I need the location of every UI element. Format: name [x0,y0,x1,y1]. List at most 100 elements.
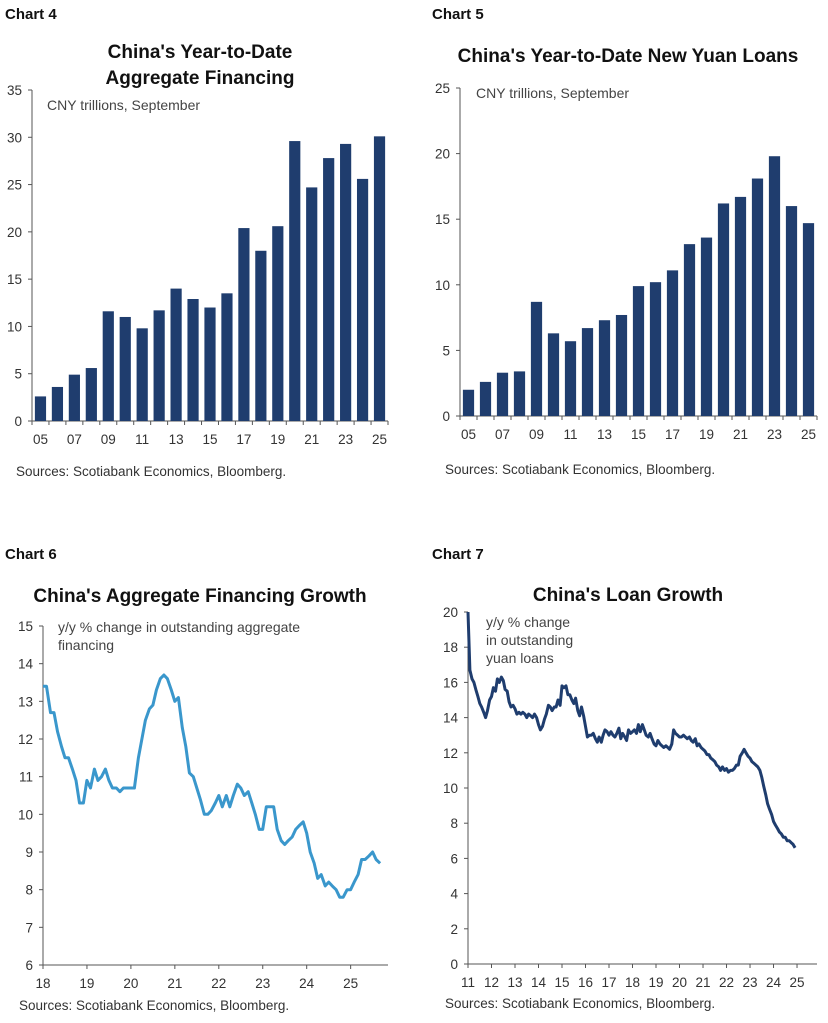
chart-4-x-tick-label: 19 [270,432,285,447]
chart-7-y-tick-label: 0 [450,957,458,972]
chart-4-source: Sources: Scotiabank Economics, Bloomberg… [16,464,286,479]
chart-6-unit-note: y/y % change in outstanding aggregate [58,619,300,635]
chart-4-bar [323,158,335,421]
chart-4-bar [153,310,165,421]
chart-5-x-tick-label: 13 [597,427,612,442]
chart-5-x-tick-label: 19 [699,427,714,442]
chart-6-source: Sources: Scotiabank Economics, Bloomberg… [19,998,289,1013]
chart-4-y-tick-label: 35 [7,83,22,98]
chart-6-x-tick-label: 23 [255,976,270,991]
chart-4-bar [255,250,267,421]
chart-4-bar [373,136,386,421]
chart-4-y-tick-label: 30 [7,130,22,145]
chart-5-x-tick-label: 15 [631,427,646,442]
chart-6-x-tick-label: 21 [167,976,182,991]
chart-5-y-tick-label: 5 [442,343,450,358]
chart-7-x-tick-label: 11 [461,975,475,990]
chart-4-bar [34,396,47,421]
chart-6-y-tick-label: 13 [18,694,33,709]
chart-5-x-tick-label: 11 [563,427,577,442]
chart-7-x-tick-label: 12 [484,975,499,990]
chart-4-bar [238,228,250,421]
chart-6-title: China's Aggregate Financing Growth [33,586,366,607]
chart-5-x-tick-label: 25 [801,427,816,442]
chart-5-bar [700,237,713,416]
chart-5-label: Chart 5 [432,6,484,23]
chart-7-x-tick-label: 15 [554,975,569,990]
chart-7-x-tick-label: 21 [696,975,711,990]
chart-4-bar [102,311,114,421]
chart-5-bar [666,270,679,416]
chart-5-x-tick-label: 17 [665,427,680,442]
chart-4-x-tick-label: 23 [338,432,353,447]
chart-6-unit-note: financing [58,637,114,653]
chart-5-y-tick-label: 15 [435,212,450,227]
chart-4-bar [306,187,318,421]
chart-4-bar [136,328,148,421]
chart-5-bar [598,320,611,416]
chart-5-unit-note: CNY trillions, September [476,85,629,101]
chart-7-unit-note: y/y % change [486,614,570,630]
chart-4-bar [221,293,233,421]
chart-7-y-tick-label: 14 [443,711,459,726]
chart-5-bar [513,371,526,416]
chart-6-x-tick-label: 19 [79,976,94,991]
chart-6-x-tick-label: 18 [35,976,50,991]
chart-4-bar [119,316,131,421]
chart-4-y-tick-label: 10 [7,319,22,334]
chart-6-y-tick-label: 6 [25,958,33,973]
chart-6-label: Chart 6 [5,546,57,563]
chart-5-x-tick-label: 07 [495,427,510,442]
chart-4-x-tick-label: 21 [304,432,319,447]
chart-5-bar [717,203,730,416]
chart-5-bar [683,244,696,416]
chart-5-bar [768,156,781,416]
chart-6-y-tick-label: 7 [25,920,33,935]
chart-7-x-tick-label: 23 [743,975,758,990]
chart-5-bar [496,372,509,416]
chart-6-y-tick-label: 12 [18,732,33,747]
chart-4-bar [340,143,352,422]
chart-7-x-tick-label: 25 [790,975,805,990]
chart-7-x-tick-label: 20 [672,975,687,990]
chart-6-x-tick-label: 25 [343,976,358,991]
chart-7-y-tick-label: 2 [450,922,458,937]
chart-4-bar [187,299,199,421]
chart-7-y-tick-label: 4 [450,887,458,902]
chart-5-bar [462,389,475,416]
chart-6-y-tick-label: 9 [25,845,33,860]
chart-7-title: China's Loan Growth [533,585,723,606]
chart-6-y-tick-label: 8 [25,883,33,898]
chart-4-bar [170,288,182,421]
chart-5-y-tick-label: 0 [442,409,450,424]
chart-4-x-tick-label: 09 [101,432,116,447]
chart-5-bar [564,341,577,416]
chart-5-bar [581,328,594,416]
chart-7-label: Chart 7 [432,546,484,563]
chart-6-series-line [43,673,382,899]
chart-5-x-tick-label: 09 [529,427,544,442]
chart-5-y-tick-label: 10 [435,278,450,293]
chart-4-bar [204,307,216,421]
chart-6-y-tick-label: 14 [18,657,34,672]
chart-7-unit-note: yuan loans [486,650,554,666]
chart-4-y-tick-label: 25 [7,178,22,193]
chart-5-bar [785,206,798,416]
chart-4-unit-note: CNY trillions, September [47,97,200,113]
chart-4-x-tick-label: 11 [135,432,149,447]
chart-7-series-line [466,611,797,849]
chart-7-y-tick-label: 18 [443,640,458,655]
chart-6-x-tick-label: 22 [211,976,226,991]
chart-4-label: Chart 4 [5,6,57,23]
chart-5-x-tick-label: 05 [461,427,476,442]
chart-7-x-tick-label: 14 [531,975,547,990]
chart-7-x-tick-label: 13 [507,975,522,990]
chart-6-y-tick-label: 11 [19,770,33,785]
chart-5-x-tick-label: 21 [733,427,748,442]
chart-5-bar [802,223,815,416]
chart-7-x-tick-label: 19 [648,975,663,990]
chart-4-bar [68,374,80,421]
chart-5-bar [530,301,543,416]
chart-5-source: Sources: Scotiabank Economics, Bloomberg… [445,462,715,477]
